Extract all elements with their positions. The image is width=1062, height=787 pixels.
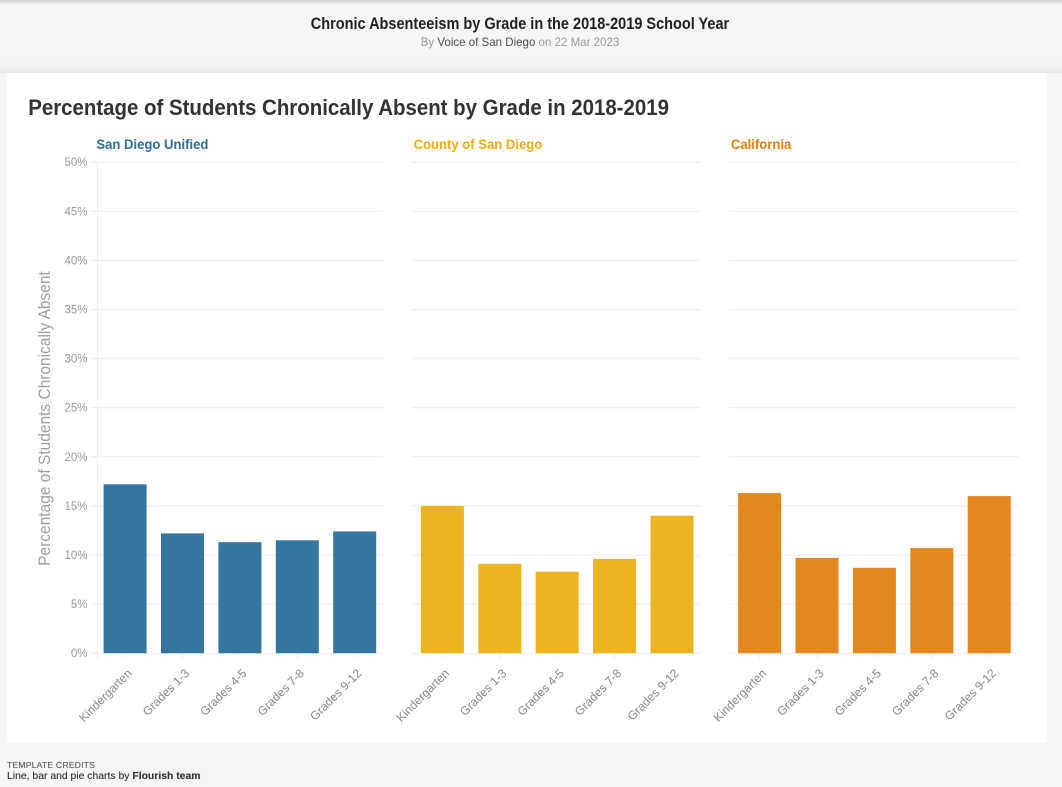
svg-text:San Diego Unified: San Diego Unified xyxy=(96,137,208,152)
svg-text:Kindergarten: Kindergarten xyxy=(711,666,769,724)
svg-text:10%: 10% xyxy=(64,550,87,562)
svg-text:50%: 50% xyxy=(64,157,87,169)
svg-text:15%: 15% xyxy=(64,501,87,513)
svg-text:Grades 1-3: Grades 1-3 xyxy=(774,666,827,719)
svg-text:40%: 40% xyxy=(64,255,87,267)
svg-text:25%: 25% xyxy=(64,403,87,415)
svg-text:Grades 4-5: Grades 4-5 xyxy=(832,666,885,719)
svg-text:Grades 9-12: Grades 9-12 xyxy=(942,666,999,723)
svg-text:20%: 20% xyxy=(64,452,87,464)
svg-text:Kindergarten: Kindergarten xyxy=(76,666,134,724)
svg-text:County of San Diego: County of San Diego xyxy=(414,137,543,152)
svg-text:Grades 9-12: Grades 9-12 xyxy=(307,666,364,723)
svg-text:Grades 7-8: Grades 7-8 xyxy=(572,666,625,719)
svg-text:Grades 7-8: Grades 7-8 xyxy=(255,666,308,719)
svg-text:Percentage of Students Chronic: Percentage of Students Chronically Absen… xyxy=(37,271,55,566)
svg-text:Grades 1-3: Grades 1-3 xyxy=(457,666,510,719)
svg-text:Grades 9-12: Grades 9-12 xyxy=(625,666,682,723)
svg-text:5%: 5% xyxy=(71,599,88,611)
svg-text:Grades 4-5: Grades 4-5 xyxy=(514,666,567,719)
svg-text:Percentage of Students Chronic: Percentage of Students Chronically Absen… xyxy=(28,95,669,120)
svg-text:45%: 45% xyxy=(64,206,87,218)
svg-text:35%: 35% xyxy=(64,305,87,317)
svg-text:Grades 7-8: Grades 7-8 xyxy=(889,666,942,719)
svg-text:Grades 4-5: Grades 4-5 xyxy=(197,666,250,719)
svg-text:0%: 0% xyxy=(71,648,88,660)
svg-text:30%: 30% xyxy=(64,354,87,366)
svg-text:California: California xyxy=(731,137,792,152)
svg-text:Grades 1-3: Grades 1-3 xyxy=(140,666,193,719)
svg-text:Kindergarten: Kindergarten xyxy=(394,666,452,724)
